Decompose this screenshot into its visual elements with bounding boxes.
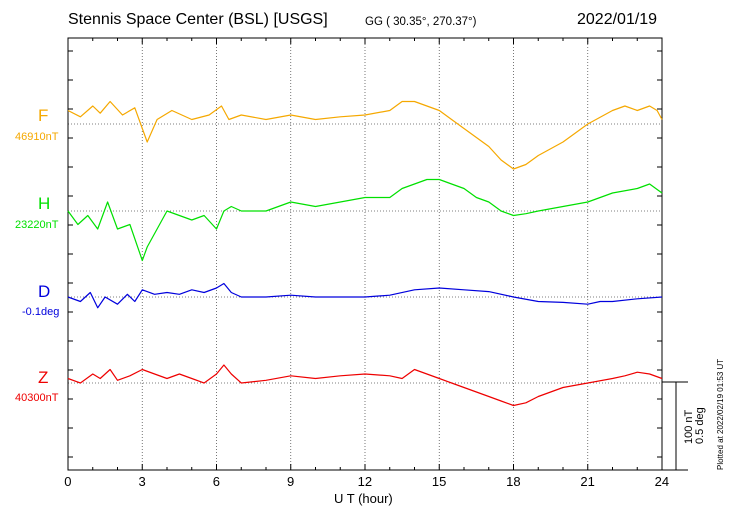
x-tick-label: 9: [287, 474, 295, 489]
x-tick-label: 21: [580, 474, 595, 489]
x-tick-label: 0: [64, 474, 72, 489]
label-D: D: [38, 282, 51, 301]
label-H: H: [38, 194, 51, 213]
scale-bar: [662, 381, 688, 471]
x-tick-label: 18: [506, 474, 521, 489]
x-tick-label: 24: [654, 474, 670, 489]
series-Z-line: [67, 364, 663, 407]
label-Z: Z: [38, 368, 49, 387]
scale-bar-deg-label: 0.5 deg: [694, 407, 706, 444]
series-H-line: [67, 178, 663, 262]
x-axis-label: U T (hour): [334, 491, 393, 506]
plotted-at-stamp: Plotted at 2022/02/19 01:53 UT: [716, 358, 725, 470]
traces: [67, 100, 663, 407]
x-tick-label: 3: [138, 474, 146, 489]
baseline-F: 46910nT: [15, 131, 59, 143]
series-F-line: [67, 100, 663, 170]
label-F: F: [38, 106, 49, 125]
baseline-H: 23220nT: [15, 219, 59, 231]
x-tick-label: 15: [431, 474, 447, 489]
x-tick-label: 6: [212, 474, 221, 489]
series-D-line: [67, 282, 663, 309]
station-title: Stennis Space Center (BSL) [USGS]: [68, 11, 328, 28]
grid: [68, 38, 662, 470]
axis-ticks: [67, 38, 663, 470]
baseline-Z: 40300nT: [15, 392, 59, 404]
station-coordinates: GG ( 30.35°, 270.37°): [365, 16, 477, 28]
x-tick-label: 12: [357, 474, 373, 489]
baseline-D: -0.1deg: [22, 306, 60, 318]
plot-date: 2022/01/19: [577, 11, 658, 28]
